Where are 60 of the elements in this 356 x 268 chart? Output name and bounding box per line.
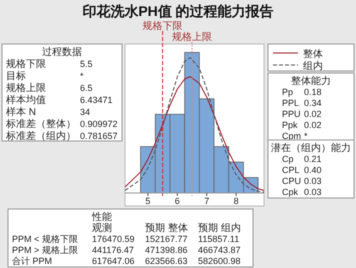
text: 0.781657 (80, 131, 118, 141)
text: 34 (80, 107, 90, 117)
text: 预期 整体 (145, 222, 188, 234)
text: 0.40 (304, 165, 322, 175)
legend-label: 组内 (303, 60, 323, 72)
category-label: Cpk (282, 187, 299, 197)
category-label: Cpm (282, 131, 302, 141)
x-tick-label: 7 (204, 196, 210, 206)
text: 0.02 (304, 109, 322, 119)
text: 5.5 (80, 59, 93, 69)
category-label: PPU (282, 109, 301, 119)
text: * (80, 71, 84, 81)
ref-line-label: 规格下限 (142, 20, 183, 32)
text: 性能 (91, 211, 112, 223)
category-label: PPM > 规格上限 (12, 245, 78, 255)
text: 6.43471 (80, 95, 113, 105)
chart-title: 印花洗水PH值 的过程能力报告 (82, 3, 274, 19)
text: 0.03 (304, 176, 322, 186)
data-label: 582600.98 (198, 256, 241, 266)
x-tick-label: 6 (174, 196, 180, 206)
text: 6.5 (80, 83, 93, 93)
text: 整体能力 (291, 75, 331, 87)
text: 0.03 (304, 187, 322, 197)
category-label: CPL (282, 165, 300, 175)
category-label: Cp (282, 154, 294, 164)
data-label: 623566.63 (145, 256, 188, 266)
text: 潜在（组内）能力 (271, 142, 351, 154)
data-label: 466743.87 (198, 245, 241, 255)
text: 0.909972 (80, 119, 118, 129)
category-label: Ppk (282, 120, 298, 130)
category-label: CPU (282, 176, 302, 186)
text: 0.34 (304, 98, 322, 108)
data-label: 471398.86 (145, 245, 188, 255)
text: 0.18 (304, 87, 322, 97)
category-label: 规格上限 (6, 82, 46, 94)
data-label: 441176.47 (92, 245, 134, 255)
category-label: 样本均值 (6, 94, 46, 106)
x-tick-label: 5 (145, 196, 150, 206)
category-label: 目标 (6, 70, 26, 82)
text: 0.02 (304, 120, 322, 130)
category-label: 标准差（整体） (5, 118, 76, 130)
category-label: 样本 N (6, 106, 36, 118)
ref-line-label: 规格上限 (172, 31, 212, 43)
category-label: PPM < 规格下限 (12, 234, 78, 244)
category-label: Pp (282, 87, 294, 97)
category-label: 标准差（组内） (5, 130, 76, 142)
text: 预期 组内 (198, 222, 241, 234)
category-label: 规格下限 (6, 58, 46, 70)
series-label: 观测 (92, 222, 112, 234)
data-label: 176470.59 (92, 234, 135, 244)
text: 过程数据 (42, 46, 82, 58)
data-label: 617647.06 (92, 256, 135, 266)
x-tick-label: 8 (234, 196, 239, 206)
text: * (304, 131, 308, 141)
text: 0.21 (304, 154, 322, 164)
data-label: 115857.11 (198, 234, 240, 244)
legend-label: 整体 (303, 48, 323, 60)
category-label: 合计 PPM (12, 256, 52, 266)
category-label: PPL (282, 98, 300, 108)
data-label: 152167.77 (145, 234, 188, 244)
